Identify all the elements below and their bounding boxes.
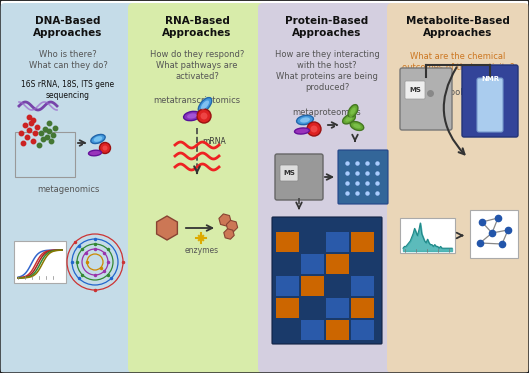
FancyBboxPatch shape [0,3,136,373]
FancyBboxPatch shape [387,3,529,373]
Text: Protein-Based
Approaches: Protein-Based Approaches [285,16,369,38]
Circle shape [307,122,321,136]
FancyBboxPatch shape [477,78,503,132]
Bar [326,232,349,252]
Bar [326,298,349,318]
Bar [326,276,349,296]
Circle shape [311,125,317,132]
Circle shape [99,142,111,154]
Ellipse shape [295,128,309,134]
Bar [400,218,455,253]
Polygon shape [224,229,234,239]
Text: How do they respond?
What pathways are
activated?: How do they respond? What pathways are a… [150,50,244,81]
Text: Who is there?
What can they do?: Who is there? What can they do? [29,50,107,70]
Text: metatranscriptomics: metatranscriptomics [153,96,241,105]
FancyBboxPatch shape [405,81,425,99]
Bar [14,241,66,283]
Text: DNA-Based
Approaches: DNA-Based Approaches [33,16,103,38]
Bar [301,320,324,340]
FancyBboxPatch shape [272,217,382,344]
Ellipse shape [343,114,355,124]
Ellipse shape [345,116,353,122]
FancyBboxPatch shape [280,165,298,181]
FancyBboxPatch shape [275,154,323,200]
Bar [351,254,374,274]
Ellipse shape [187,113,197,119]
FancyBboxPatch shape [338,150,388,204]
Text: metabolomics: metabolomics [428,88,488,97]
Text: RNA-Based
Approaches: RNA-Based Approaches [162,16,232,38]
Ellipse shape [297,115,313,125]
Ellipse shape [350,122,364,131]
Circle shape [200,113,207,119]
Bar [276,254,299,274]
FancyBboxPatch shape [462,65,518,137]
Bar [351,276,374,296]
Ellipse shape [184,111,200,121]
Text: NMR: NMR [481,76,499,82]
Bar [301,232,324,252]
Bar [326,320,349,340]
Text: metagenomics: metagenomics [37,185,99,194]
Text: metaproteomics: metaproteomics [293,108,361,117]
Ellipse shape [348,104,358,117]
Polygon shape [226,220,238,232]
Circle shape [197,109,211,123]
Bar [276,276,299,296]
Bar [351,232,374,252]
Circle shape [103,145,107,150]
Polygon shape [219,214,231,226]
Ellipse shape [94,136,102,142]
Text: 16S rRNA, 18S, ITS gene
sequencing: 16S rRNA, 18S, ITS gene sequencing [22,80,115,100]
Bar [276,232,299,252]
Bar [326,254,349,274]
Text: What are the chemical
outcomes of their activity?: What are the chemical outcomes of their … [402,52,514,72]
Bar [351,298,374,318]
Bar [276,298,299,318]
Bar [301,298,324,318]
Ellipse shape [201,100,209,110]
FancyBboxPatch shape [400,68,452,130]
Ellipse shape [350,107,355,115]
Polygon shape [157,216,177,240]
FancyBboxPatch shape [128,3,266,373]
Text: MS: MS [409,87,421,93]
Bar [301,276,324,296]
Ellipse shape [91,134,105,144]
FancyBboxPatch shape [258,3,396,373]
Ellipse shape [353,124,361,128]
Ellipse shape [300,117,310,123]
Text: MS: MS [283,170,295,176]
Bar [470,210,518,258]
Text: Metabolite-Based
Approaches: Metabolite-Based Approaches [406,16,510,38]
Bar [15,132,75,177]
Ellipse shape [198,97,212,113]
Bar [276,320,299,340]
Bar [351,320,374,340]
Ellipse shape [88,150,102,156]
Text: How are they interacting
with the host?
What proteins are being
produced?: How are they interacting with the host? … [275,50,379,92]
Text: enzymes: enzymes [185,246,219,255]
Text: mRNA: mRNA [202,137,226,145]
Bar [301,254,324,274]
